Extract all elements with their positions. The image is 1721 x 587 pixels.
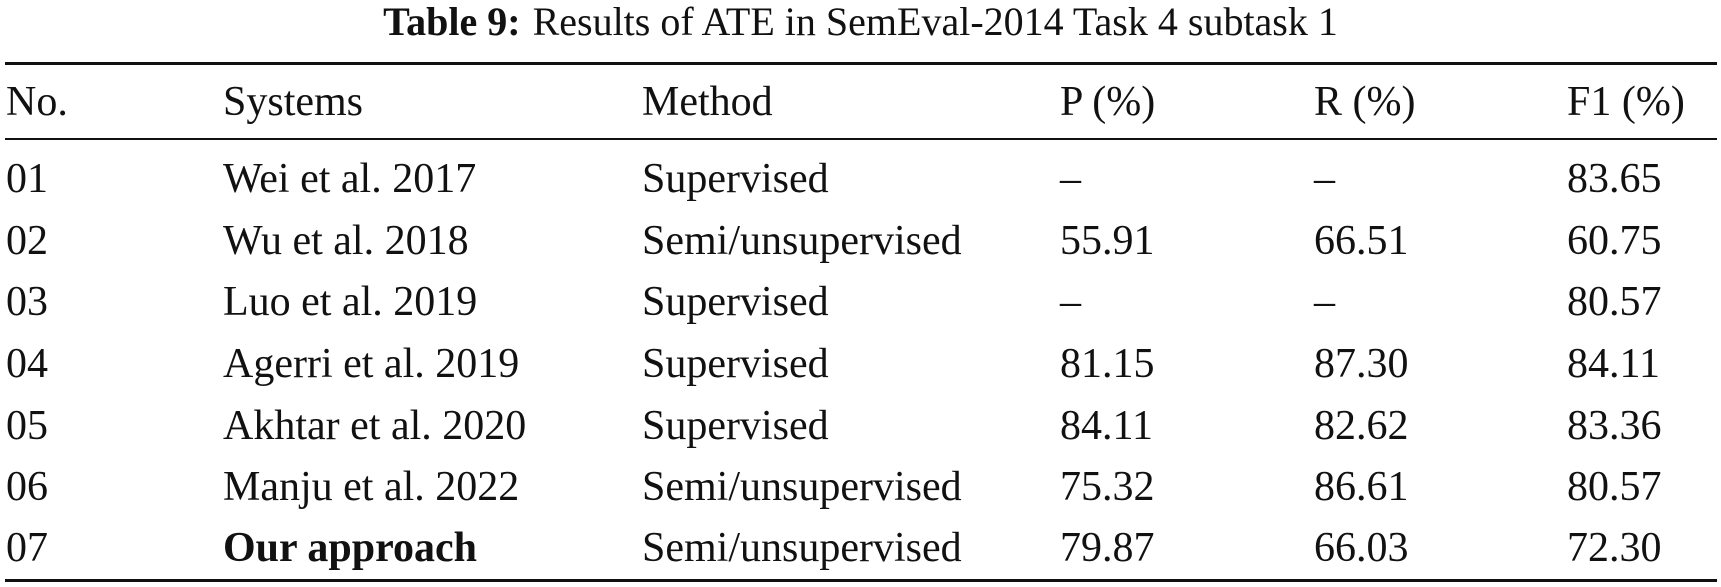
table-cell: Semi/unsupervised <box>642 525 962 571</box>
top-rule <box>5 62 1717 65</box>
table-cell: – <box>1060 156 1081 202</box>
table-cell: – <box>1314 279 1335 325</box>
table-cell: 60.75 <box>1567 218 1662 264</box>
table-cell: 83.65 <box>1567 156 1662 202</box>
table-cell: – <box>1060 279 1081 325</box>
table-cell: 66.03 <box>1314 525 1409 571</box>
table-cell: Wu et al. 2018 <box>223 218 469 264</box>
table-cell: 66.51 <box>1314 218 1409 264</box>
bottom-rule <box>5 579 1717 582</box>
table-cell: 04 <box>6 341 48 387</box>
table-cell: 05 <box>6 403 48 449</box>
table-cell: 83.36 <box>1567 403 1662 449</box>
table-cell: 55.91 <box>1060 218 1155 264</box>
header-cell: R (%) <box>1314 79 1416 125</box>
table-cell: 01 <box>6 156 48 202</box>
header-rule <box>5 138 1717 140</box>
table-cell: 02 <box>6 218 48 264</box>
table-cell: 82.62 <box>1314 403 1409 449</box>
table-cell: 81.15 <box>1060 341 1155 387</box>
table-cell: Semi/unsupervised <box>642 464 962 510</box>
table-cell: Supervised <box>642 403 829 449</box>
header-cell: No. <box>6 79 68 125</box>
table-cell: Luo et al. 2019 <box>223 279 478 325</box>
table-cell: Agerri et al. 2019 <box>223 341 520 387</box>
table-cell: Supervised <box>642 156 829 202</box>
table-cell: Semi/unsupervised <box>642 218 962 264</box>
table-cell: Wei et al. 2017 <box>223 156 477 202</box>
table-cell: 80.57 <box>1567 464 1662 510</box>
table-cell: 79.87 <box>1060 525 1155 571</box>
table-cell: Supervised <box>642 279 829 325</box>
table-cell: 80.57 <box>1567 279 1662 325</box>
table-cell: Our approach <box>223 525 478 571</box>
table-cell: 07 <box>6 525 48 571</box>
table-cell: – <box>1314 156 1335 202</box>
table-cell: 72.30 <box>1567 525 1662 571</box>
table-cell: Supervised <box>642 341 829 387</box>
table-cell: 03 <box>6 279 48 325</box>
table-cell: 75.32 <box>1060 464 1155 510</box>
caption: Table 9: Results of ATE in SemEval-2014 T… <box>0 0 1721 44</box>
header-cell: P (%) <box>1060 79 1156 125</box>
table-cell: 84.11 <box>1060 403 1153 449</box>
header-cell: F1 (%) <box>1567 79 1685 125</box>
table-cell: 84.11 <box>1567 341 1660 387</box>
table-cell: 87.30 <box>1314 341 1409 387</box>
header-cell: Systems <box>223 79 364 125</box>
caption-label: Table 9: <box>383 0 521 44</box>
table-cell: 06 <box>6 464 48 510</box>
header-cell: Method <box>642 79 773 125</box>
table-cell: 86.61 <box>1314 464 1409 510</box>
table-cell: Manju et al. 2022 <box>223 464 520 510</box>
table-cell: Akhtar et al. 2020 <box>223 403 527 449</box>
caption-text: Results of ATE in SemEval-2014 Task 4 su… <box>532 0 1338 44</box>
